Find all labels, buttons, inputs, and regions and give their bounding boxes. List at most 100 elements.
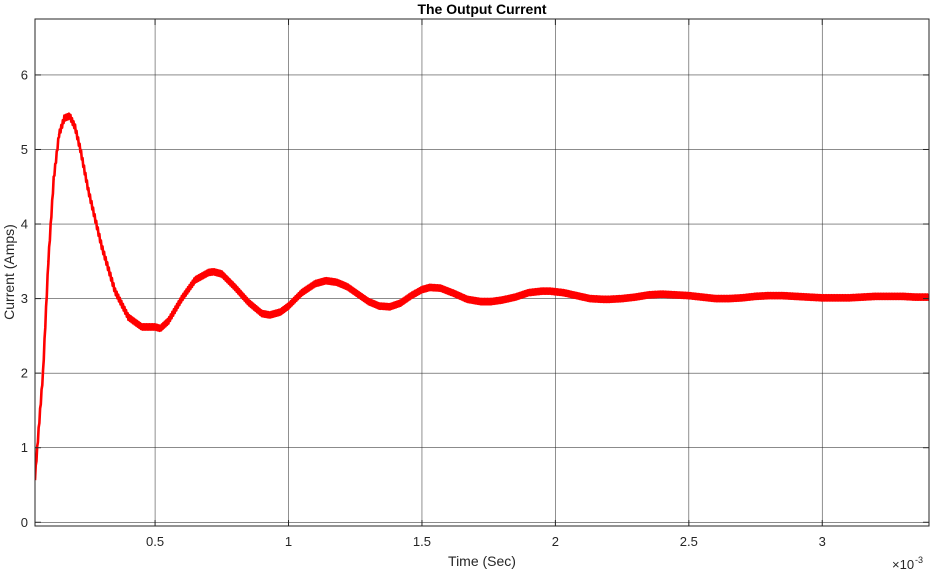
current-data-point: [233, 286, 237, 289]
x-axis-multiplier: ×10 -3: [892, 555, 923, 572]
y-tick-label: 2: [21, 366, 28, 381]
current-data-point: [821, 296, 824, 300]
current-data-point: [127, 316, 130, 319]
current-data-point: [87, 189, 90, 192]
current-data-point: [335, 280, 338, 284]
y-tick-label: 0: [21, 515, 28, 530]
current-data-point: [807, 295, 811, 299]
current-data-point: [324, 279, 328, 282]
current-data-point: [153, 325, 157, 329]
current-data-point: [428, 286, 432, 289]
current-data-point: [314, 282, 317, 285]
current-data-point: [634, 295, 637, 299]
current-data-point: [47, 260, 50, 263]
current-data-point: [52, 178, 55, 181]
current-data-point: [727, 297, 731, 300]
current-data-point: [41, 371, 45, 375]
current-data-point: [781, 294, 784, 297]
current-data-point: [914, 295, 917, 299]
current-data-point: [388, 305, 392, 308]
current-data-point: [410, 294, 413, 297]
y-tick-label: 4: [21, 217, 28, 232]
x-tick-label: 2.5: [680, 534, 698, 549]
current-data-point: [268, 313, 272, 317]
current-data-point: [514, 295, 517, 299]
axes-frame: [34, 18, 930, 527]
axes-background: [35, 19, 929, 526]
current-data-point: [346, 285, 349, 288]
current-data-point: [159, 327, 162, 330]
current-data-point: [901, 295, 904, 298]
current-data-point: [399, 301, 402, 305]
chart-title: The Output Current: [417, 1, 546, 17]
current-data-point: [113, 289, 117, 293]
current-data-point: [367, 300, 370, 303]
current-data-point: [602, 298, 605, 301]
current-data-point: [575, 294, 578, 297]
current-data-point: [490, 300, 493, 303]
current-data-point: [479, 300, 482, 303]
current-data-point: [500, 298, 504, 302]
current-data-point: [212, 270, 215, 273]
current-data-point: [247, 301, 250, 304]
y-tick-label: 3: [21, 291, 28, 306]
current-data-point: [466, 298, 469, 301]
current-data-point: [647, 293, 650, 297]
current-data-point: [193, 278, 197, 282]
current-data-point: [607, 298, 610, 301]
current-data-point: [220, 272, 224, 276]
x-tick-label: 3: [819, 534, 826, 549]
current-data-point: [620, 297, 624, 300]
current-data-point: [527, 291, 530, 294]
current-data-point: [588, 297, 592, 300]
x-multiplier-base: ×10: [892, 557, 914, 572]
current-data-point: [687, 294, 691, 297]
current-data-point: [167, 319, 170, 323]
x-tick-label: 1: [285, 534, 292, 549]
y-tick-labels: 0 1 2 3 4 5 6: [21, 67, 28, 529]
current-data-point: [140, 325, 143, 329]
current-data-point: [100, 245, 103, 248]
current-data-point: [754, 295, 757, 298]
current-data-point: [887, 295, 891, 298]
current-data-point: [73, 125, 77, 129]
current-data-point: [439, 286, 442, 290]
x-multiplier-exponent: -3: [915, 555, 923, 565]
current-data-point: [207, 271, 210, 274]
current-data-point: [540, 289, 544, 293]
current-data-point: [861, 295, 864, 299]
current-data-point: [660, 292, 664, 296]
tick-marks: [35, 19, 929, 526]
current-data-point: [452, 292, 456, 295]
current-data-point: [700, 295, 704, 299]
x-tick-label: 1.5: [413, 534, 431, 549]
x-tick-label: 2: [552, 534, 559, 549]
current-data-point: [674, 293, 677, 297]
current-data-point: [378, 304, 381, 308]
current-data-point: [279, 310, 282, 314]
current-data-point: [740, 296, 744, 300]
current-data-point: [847, 296, 851, 300]
current-data-point: [714, 297, 717, 300]
current-data-point: [356, 292, 360, 296]
x-tick-labels: 0.5 1 1.5 2 2.5 3: [146, 534, 826, 549]
current-data-point: [260, 312, 264, 315]
current-data-point: [300, 291, 304, 294]
y-axis-label: Current (Amps): [1, 224, 17, 320]
current-data-point: [68, 114, 71, 118]
current-data-point: [180, 297, 183, 300]
x-tick-label: 0.5: [146, 534, 164, 549]
plot-area: [34, 18, 930, 527]
y-tick-label: 1: [21, 440, 28, 455]
current-data-point: [834, 296, 837, 300]
series-layer: [35, 112, 929, 481]
y-tick-label: 5: [21, 142, 28, 157]
y-tick-label: 6: [21, 67, 28, 82]
current-data-point: [794, 295, 797, 298]
current-data-point: [420, 288, 424, 291]
current-data-point: [79, 148, 82, 151]
current-data-point: [63, 116, 66, 120]
x-axis-label: Time (Sec): [448, 553, 516, 569]
current-data-point: [874, 295, 877, 298]
